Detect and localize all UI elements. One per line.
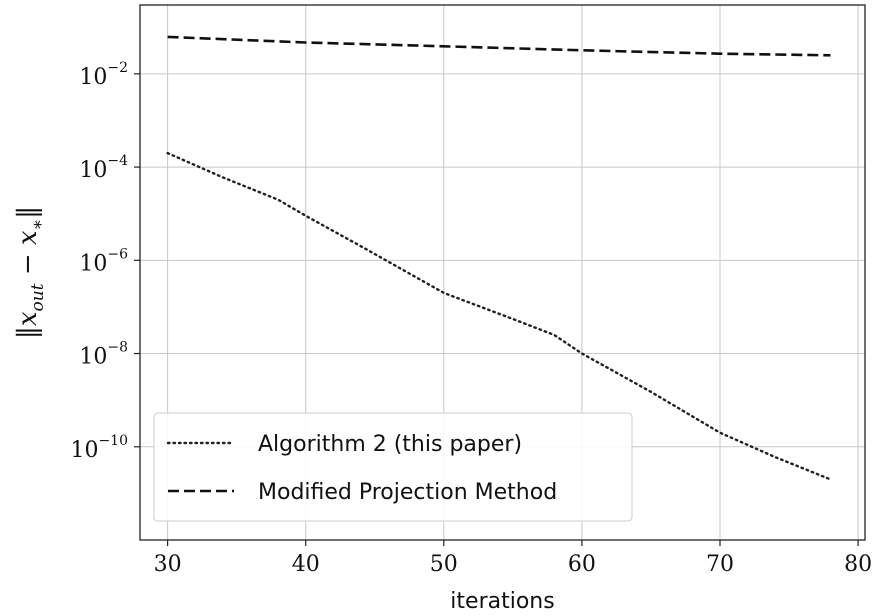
x-axis-label: iterations — [450, 589, 554, 614]
legend-label-modified-projection: Modified Projection Method — [258, 480, 557, 505]
y-label-norm-open: ‖ — [13, 326, 43, 339]
y-label-norm-close: ‖ — [13, 206, 43, 219]
x-tick-label: 60 — [568, 552, 596, 577]
y-tick-label: 10−10 — [70, 433, 128, 463]
series-line-1 — [167, 35, 831, 57]
tick-labels: 30 40 50 60 70 80 10−10 10−8 10−6 10−4 10−2 — [70, 60, 872, 577]
x-tick-label: 70 — [706, 552, 734, 577]
x-tick-label: 50 — [430, 552, 458, 577]
legend-box — [153, 412, 633, 522]
y-label-var: x — [13, 311, 43, 326]
y-tick-label: 10−6 — [79, 246, 128, 276]
y-tick-label: 10−4 — [79, 153, 128, 183]
y-label-sub2: ∗ — [28, 219, 48, 231]
legend: Algorithm 2 (this paper) Modified Projec… — [153, 412, 633, 522]
x-tick-label: 80 — [844, 552, 872, 577]
y-label-var2: x — [13, 230, 43, 245]
y-tick-label: 10−2 — [79, 60, 128, 90]
y-tick-label: 10−8 — [79, 340, 128, 370]
y-label-sub: out — [28, 283, 48, 311]
y-label-minus: − — [13, 245, 43, 283]
ticks — [134, 73, 859, 546]
series-layer — [166, 35, 832, 481]
x-tick-label: 40 — [292, 552, 320, 577]
plot-frame — [139, 4, 866, 541]
y-axis-label: ‖xout − x∗‖ — [13, 206, 48, 339]
x-tick-label: 30 — [154, 552, 182, 577]
legend-label-algorithm-2: Algorithm 2 (this paper) — [258, 432, 522, 457]
series-line-0 — [166, 151, 832, 481]
